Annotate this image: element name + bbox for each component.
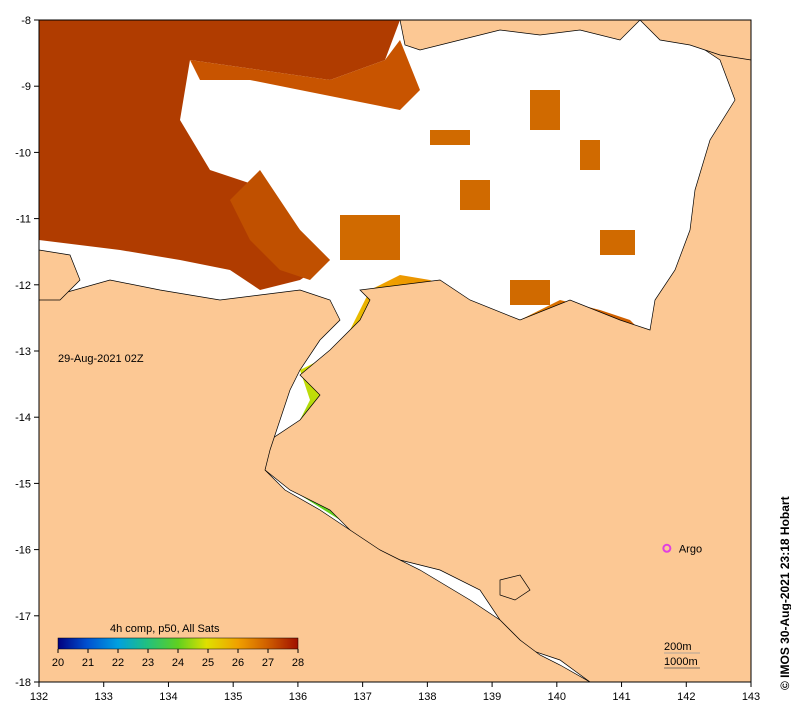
x-tick-label: 139 [483,691,501,703]
x-tick-label: 143 [742,691,760,703]
timestamp-label: 29-Aug-2021 02Z [58,353,144,365]
land-papua-east [639,20,751,61]
land-island [499,574,531,601]
legend-tick-label: 28 [292,657,304,669]
y-axis: -8 -9 -10 -11 -12 -13 -14 -15 -16 -17 -18 [15,15,39,689]
legend-tick-label: 23 [142,657,154,669]
y-tick-label: -15 [15,478,31,490]
y-tick-label: -13 [15,346,31,358]
y-tick-label: -14 [15,412,31,424]
copyright-text: © IMOS 30-Aug-2021 23:18 Hobart [778,496,791,690]
x-axis: 132 133 134 135 136 137 138 139 140 141 142 143 [30,682,760,703]
legend-tick-label: 25 [202,657,214,669]
y-tick-label: -17 [15,611,31,623]
sst-patches [340,90,635,305]
legend-colorbar [57,637,299,650]
legend-tick-label: 20 [52,657,64,669]
contour-label-200m: 200m [664,641,692,653]
argo-label: Argo [679,543,702,555]
land-west [39,249,81,301]
legend-tick-label: 24 [172,657,184,669]
y-tick-label: -10 [15,147,31,159]
legend: 4h comp, p50, All Sats 20 21 22 23 24 25 26 27 2… [52,623,304,669]
legend-tick-label: 21 [82,657,94,669]
x-tick-label: 133 [95,691,113,703]
y-tick-label: -8 [21,15,31,27]
y-tick-label: -12 [15,280,31,292]
legend-title: 4h comp, p50, All Sats [110,623,220,635]
x-tick-label: 141 [612,691,630,703]
legend-tick-label: 22 [112,657,124,669]
x-tick-label: 134 [159,691,177,703]
legend-tick-label: 27 [262,657,274,669]
y-tick-label: -18 [15,677,31,689]
legend-tick-label: 26 [232,657,244,669]
sst-northwest [39,20,400,290]
contour-legend: 200m 1000m [664,641,700,669]
y-tick-label: -9 [21,81,31,93]
x-tick-label: 132 [30,691,48,703]
argo-float[interactable]: Argo [662,543,702,555]
copyright-credit: © IMOS 30-Aug-2021 23:18 Hobart [760,440,791,690]
x-tick-label: 138 [418,691,436,703]
x-tick-label: 142 [677,691,695,703]
x-tick-label: 136 [289,691,307,703]
y-tick-label: -11 [16,214,31,226]
contour-label-1000m: 1000m [664,656,698,668]
x-tick-label: 140 [548,691,566,703]
x-tick-label: 137 [353,691,371,703]
argo-marker-icon[interactable] [662,543,672,553]
land-papua [399,20,641,51]
y-tick-label: -16 [15,545,31,557]
sst-coastal-strip [230,170,330,280]
x-tick-label: 135 [224,691,242,703]
land-arnhem [39,279,591,682]
sst-northwest-edge [190,40,420,110]
